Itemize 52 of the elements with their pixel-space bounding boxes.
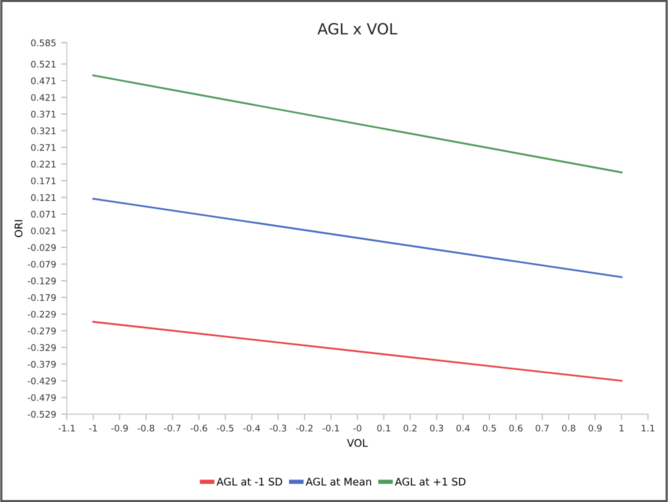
- legend-label: AGL at +1 SD: [394, 478, 466, 486]
- y-tick-label: 0.071: [31, 210, 56, 218]
- x-tick-label: 0.6: [509, 424, 522, 432]
- x-tick-label: -0.1: [322, 424, 339, 432]
- x-tick-label: 0.1: [377, 424, 390, 432]
- y-tick-label: -0.129: [28, 277, 56, 284]
- x-tick-label: -0.9: [111, 424, 128, 432]
- x-tick-label: 0.7: [536, 424, 549, 432]
- x-axis-title: VOL: [346, 439, 368, 447]
- y-axis-title: ORI: [14, 220, 22, 238]
- x-tick-label: -0.3: [270, 424, 286, 432]
- y-tick-label: 0.271: [31, 144, 56, 151]
- x-tick-label: -1: [89, 424, 97, 432]
- legend-label: AGL at -1 SD: [216, 478, 282, 486]
- legend-label: AGL at Mean: [306, 478, 372, 486]
- x-tick-label: -0: [353, 424, 362, 432]
- y-tick-label: 0.021: [31, 227, 56, 234]
- x-tick-label: 0.2: [404, 424, 416, 432]
- chart-title: AGL x VOL: [317, 23, 398, 35]
- x-tick-label: 0.3: [430, 424, 444, 432]
- y-tick-label: -0.529: [28, 410, 56, 418]
- y-tick-label: -0.379: [28, 360, 56, 368]
- y-tick-label: -0.479: [28, 394, 56, 402]
- x-tick-label: 0.4: [456, 424, 470, 432]
- x-tick-label: 0.8: [562, 424, 576, 432]
- x-tick-label: 0.5: [482, 424, 496, 432]
- y-tick-label: -0.329: [28, 344, 56, 352]
- x-tick-label: 1.1: [642, 424, 654, 432]
- y-tick-label: 0.171: [31, 177, 56, 184]
- y-tick-label: -0.229: [28, 310, 56, 318]
- y-tick-label: 0.521: [31, 60, 56, 68]
- y-tick-label: 0.471: [31, 77, 56, 84]
- x-tick-label: 0.9: [588, 424, 602, 432]
- y-tick-label: -0.179: [28, 294, 56, 301]
- y-tick-label: 0.321: [31, 127, 56, 134]
- y-tick-label: -0.429: [28, 378, 56, 384]
- y-tick-label: -0.079: [28, 260, 56, 268]
- y-tick-label: -0.279: [28, 328, 56, 334]
- x-tick-label: -0.7: [164, 424, 180, 432]
- x-tick-label: -0.8: [138, 424, 154, 432]
- x-tick-label: -0.4: [243, 424, 260, 432]
- y-tick-label: -0.029: [28, 244, 56, 251]
- y-tick-label: 0.585: [31, 39, 56, 46]
- y-tick-label: 0.421: [31, 94, 56, 101]
- x-tick-label: -1.1: [58, 424, 75, 432]
- y-tick-label: 0.221: [31, 160, 56, 168]
- y-tick-label: 0.371: [31, 110, 56, 118]
- y-tick-label: 0.121: [31, 194, 56, 201]
- x-tick-label: -0.2: [296, 424, 312, 432]
- x-tick-label: 1: [620, 424, 624, 432]
- x-tick-label: -0.6: [190, 424, 208, 432]
- x-tick-label: -0.5: [216, 424, 234, 432]
